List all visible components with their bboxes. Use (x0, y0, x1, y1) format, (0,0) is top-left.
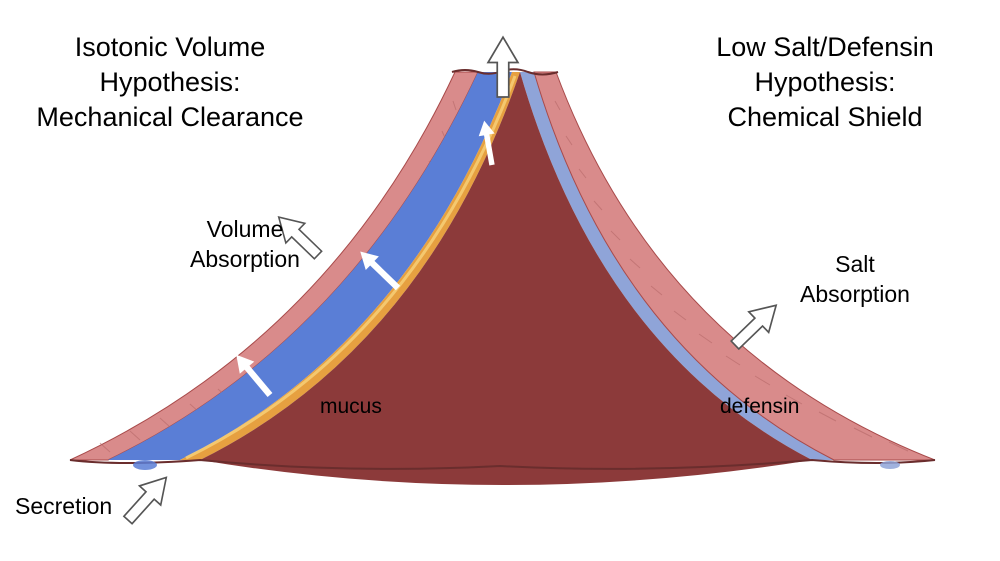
label-secretion: Secretion (15, 492, 112, 522)
label-mucus: mucus (320, 393, 382, 420)
label-salt-absorption: SaltAbsorption (780, 250, 930, 310)
title-left: Isotonic VolumeHypothesis:Mechanical Cle… (20, 30, 320, 135)
title-right: Low Salt/DefensinHypothesis:Chemical Shi… (685, 30, 965, 135)
label-volume-absorption: VolumeAbsorption (170, 215, 320, 275)
label-defensin: defensin (720, 393, 799, 420)
left-fluid-drip (133, 460, 157, 470)
arrow-secretion (117, 468, 177, 530)
right-fluid-drip (880, 461, 900, 469)
